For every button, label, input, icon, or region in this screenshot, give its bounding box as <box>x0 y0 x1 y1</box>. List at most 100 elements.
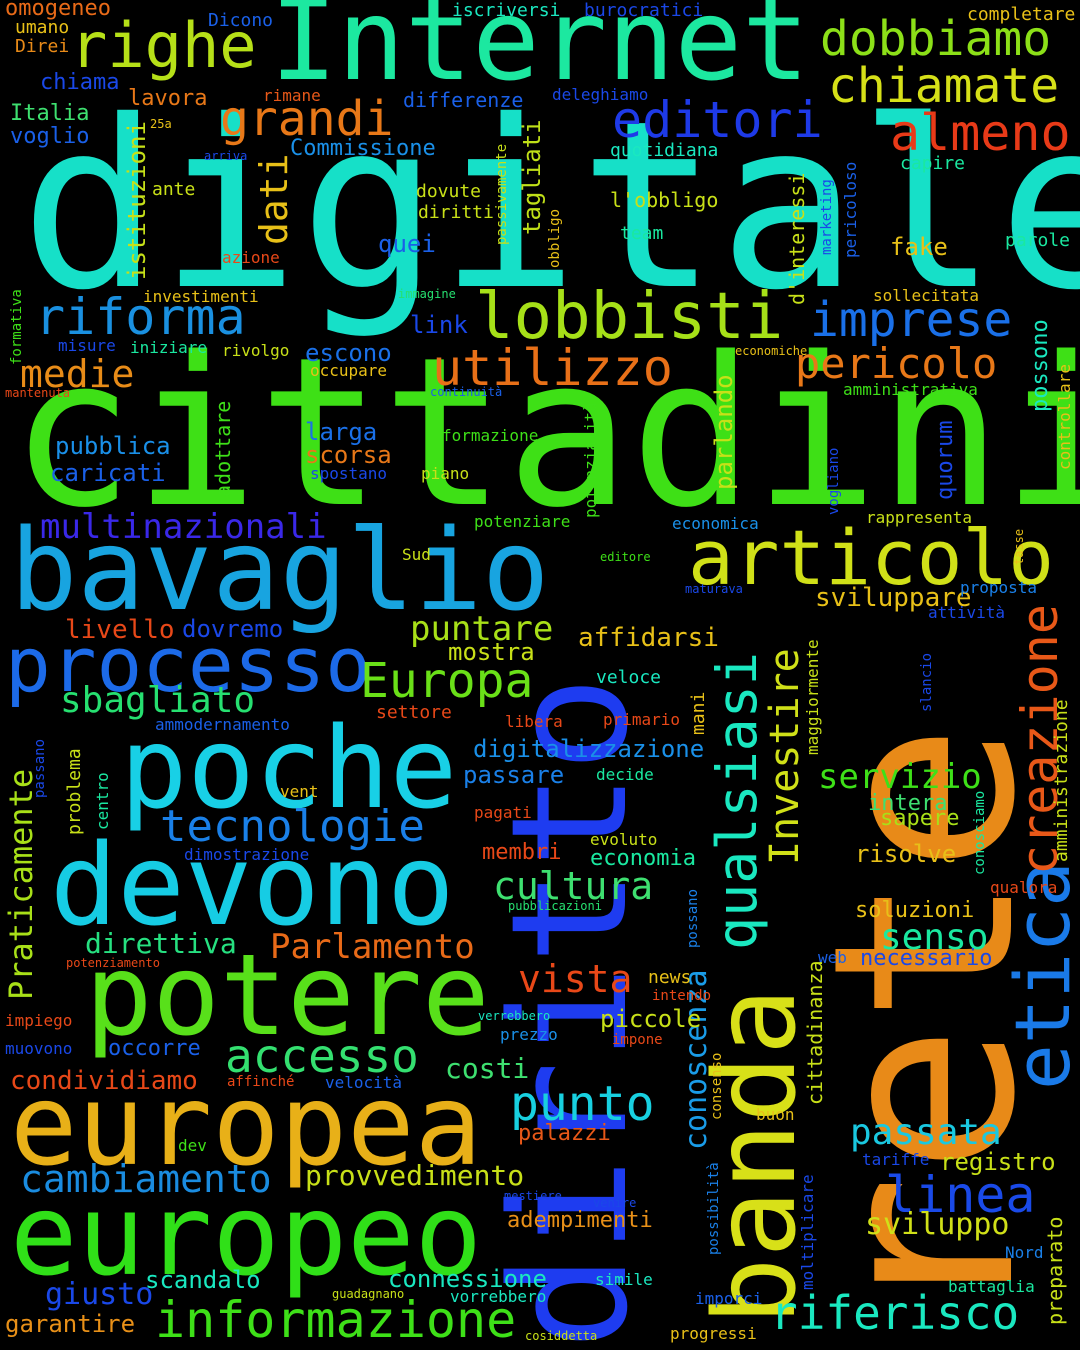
word: quei <box>378 232 436 256</box>
word: costi <box>445 1055 529 1083</box>
word: completare <box>967 6 1075 24</box>
word: vista <box>518 960 632 998</box>
word: piano <box>421 466 469 482</box>
word: umano <box>15 19 69 37</box>
word: Investire <box>765 648 805 865</box>
word: Praticamente <box>5 769 37 1000</box>
word: risolve <box>855 842 956 866</box>
word: Parlamento <box>270 930 475 964</box>
word: adempimenti <box>507 1210 653 1232</box>
word: moltiplicare <box>800 1174 816 1290</box>
word: formazione <box>442 428 538 444</box>
word: passano <box>33 739 47 798</box>
word: azione <box>222 250 280 266</box>
word: passivamente <box>495 144 509 245</box>
word: editore <box>600 551 651 563</box>
word: quorum <box>935 421 957 500</box>
word: settore <box>376 704 452 722</box>
word: impone <box>612 1033 663 1047</box>
word: pubblicazioni <box>508 900 602 912</box>
word: Italia <box>10 103 89 125</box>
word: occorre <box>108 1038 201 1060</box>
word: preparato <box>1045 1217 1065 1325</box>
word: possibilità <box>707 1162 721 1255</box>
word: livello <box>65 617 175 643</box>
word: attività <box>928 605 1005 621</box>
word: veloce <box>596 669 661 687</box>
word: lavora <box>128 88 207 110</box>
word: occupare <box>310 363 387 379</box>
word: pericoloso <box>843 162 859 258</box>
word: vogliano <box>827 448 841 515</box>
word: tasse <box>1013 529 1025 565</box>
word: vorrebbero <box>450 1289 546 1305</box>
word: direttiva <box>85 930 237 958</box>
word: istituzioni <box>125 121 149 280</box>
word: marketing <box>820 179 834 255</box>
word: dovute <box>416 183 481 201</box>
word: maggiormente <box>805 639 821 755</box>
word: potenzialità <box>583 402 599 518</box>
word: multinazionali <box>40 510 327 544</box>
word: possano <box>686 889 700 948</box>
word: slancio <box>920 653 934 712</box>
word: guadagnano <box>332 1288 404 1300</box>
word: economica <box>672 516 759 532</box>
word: 25a <box>150 118 172 130</box>
word: centro <box>95 772 111 830</box>
word: intendo <box>652 989 711 1003</box>
word: deleghiamo <box>552 87 648 103</box>
word: amministrazione <box>1053 699 1071 862</box>
word: tagliati <box>520 119 544 235</box>
word: potenziare <box>474 514 570 530</box>
word: rappresenta <box>866 510 972 526</box>
word: imporci <box>695 1291 762 1307</box>
word: consenso <box>710 1053 724 1120</box>
word: venire <box>593 1197 636 1209</box>
word: dimostrazione <box>184 847 309 863</box>
word: progressi <box>670 1326 757 1342</box>
word: obbligo <box>548 209 562 268</box>
word: proposta <box>960 580 1037 596</box>
word: investimenti <box>143 289 259 305</box>
word: passata <box>850 1115 1002 1151</box>
word: burocratici <box>584 2 703 20</box>
word: piccole <box>600 1007 701 1031</box>
word: digitalizzazione <box>473 737 704 761</box>
word: primario <box>603 712 680 728</box>
word: tecnologie <box>160 805 425 849</box>
word: sollecitata <box>873 288 979 304</box>
word: Commissione <box>290 138 436 160</box>
word: iscriversi <box>452 2 560 20</box>
word: dev <box>178 1138 207 1154</box>
word: ante <box>152 181 195 199</box>
word: mantenuta <box>5 387 70 399</box>
word: rimane <box>263 88 321 104</box>
word: voglio <box>10 126 89 148</box>
word: velocità <box>325 1075 402 1091</box>
word: sviluppo <box>865 1210 1010 1240</box>
word: Dicono <box>208 12 273 30</box>
word: riferisco <box>770 1290 1019 1336</box>
word: servizio <box>818 760 982 794</box>
word: rivolgo <box>222 343 289 359</box>
word: vent <box>280 784 319 800</box>
word: prezzo <box>500 1027 558 1043</box>
word: palazzi <box>518 1123 611 1145</box>
word: capire <box>900 155 965 173</box>
word: necessario <box>860 948 992 970</box>
word: immagine <box>398 288 456 300</box>
word: parlando <box>712 374 736 490</box>
word: spostano <box>310 466 387 482</box>
word: battaglia <box>948 1279 1035 1295</box>
word: condividiamo <box>10 1068 198 1094</box>
word: pericolo <box>795 343 997 385</box>
word: almeno <box>890 108 1071 158</box>
word: misure <box>58 338 116 354</box>
word: maturava <box>685 583 743 595</box>
word: giusto <box>45 1280 153 1310</box>
word: mani <box>690 692 708 735</box>
word: sbagliato <box>60 683 255 719</box>
word: formativa <box>10 289 24 365</box>
